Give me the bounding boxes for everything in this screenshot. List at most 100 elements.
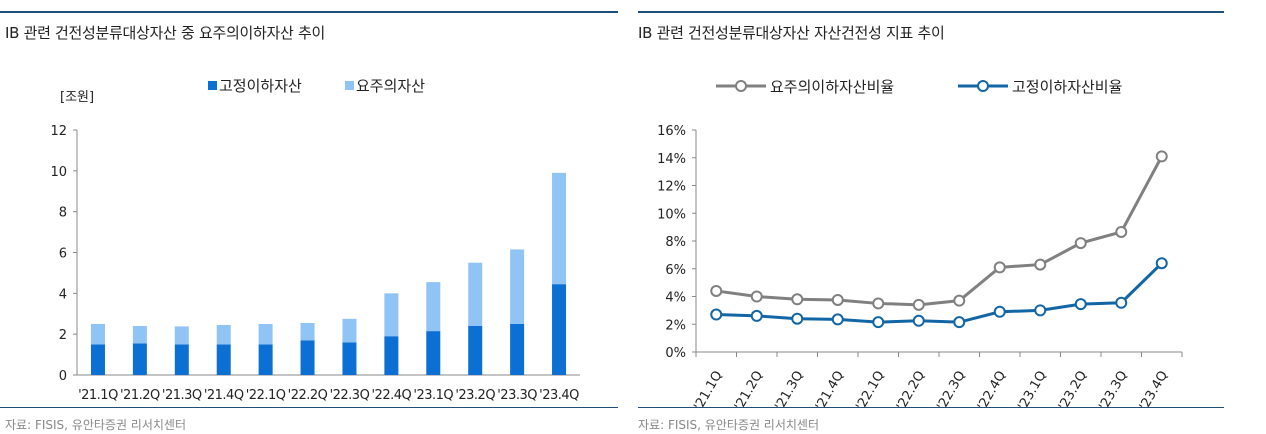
right-chart-source: 자료: FISIS, 유안타증권 리서치센터 — [638, 418, 819, 432]
bar-segment — [174, 344, 189, 375]
x-tick-label: '21.1Q — [78, 388, 118, 403]
left-chart-source: 자료: FISIS, 유안타증권 리서치센터 — [5, 418, 186, 432]
bar-segment — [174, 326, 189, 345]
legend-label: 고정이하자산비율 — [1012, 78, 1122, 96]
data-point — [953, 316, 966, 329]
y-tick-label: 12% — [657, 180, 686, 195]
bar-segment — [258, 344, 273, 375]
bar-segment — [552, 284, 567, 375]
x-tick-label: '21.4Q — [813, 369, 847, 414]
legend-label: 요주의이하자산비율 — [770, 78, 894, 96]
x-tick-label: '21.4Q — [204, 388, 244, 403]
right-chart-title: IB 관련 건전성분류대상자산 자산건전성 지표 추이 — [638, 24, 945, 42]
data-point — [710, 308, 723, 321]
data-point — [872, 316, 885, 329]
x-tick-label: '22.4Q — [975, 369, 1009, 414]
bar-segment — [342, 342, 357, 375]
y-tick-label: 6 — [59, 247, 67, 262]
bar-segment — [552, 172, 567, 285]
x-tick-label: '23.1Q — [1015, 369, 1049, 414]
bar-segment — [510, 249, 525, 324]
x-tick-label: '21.1Q — [691, 369, 725, 414]
y-tick-label: 10 — [50, 165, 67, 180]
data-point — [1034, 258, 1047, 271]
bar-segment — [426, 331, 441, 375]
y-tick-label: 8% — [665, 235, 686, 250]
bar-segment — [468, 326, 483, 375]
x-tick-label: '23.4Q — [1137, 369, 1171, 414]
x-tick-label: '23.4Q — [539, 388, 579, 403]
legend-swatch — [345, 81, 354, 90]
data-point — [750, 309, 763, 322]
bar-segment — [90, 323, 105, 345]
x-tick-label: '23.2Q — [1056, 369, 1090, 414]
data-point — [993, 305, 1006, 318]
y-tick-label: 12 — [50, 124, 67, 139]
data-point — [1074, 237, 1087, 250]
left-chart-title: IB 관련 건전성분류대상자산 중 요주의이하자산 추이 — [5, 24, 325, 42]
right-chart-panel: IB 관련 건전성분류대상자산 자산건전성 지표 추이 자료: FISIS, 유… — [638, 0, 1266, 434]
bar-segment — [426, 282, 441, 332]
x-tick-label: '21.2Q — [120, 388, 160, 403]
bar-segment — [132, 343, 147, 375]
data-point — [831, 293, 844, 306]
bar-segment — [90, 344, 105, 375]
x-tick-label: '23.2Q — [455, 388, 495, 403]
y-tick-label: 4% — [665, 291, 686, 306]
top-rule — [0, 11, 618, 13]
x-tick-label: '22.1Q — [246, 388, 286, 403]
legend-swatch — [208, 81, 217, 90]
y-tick-label: 10% — [657, 207, 686, 222]
y-tick-label: 6% — [665, 263, 686, 278]
y-tick-label: 0% — [665, 346, 686, 361]
bar-segment — [216, 324, 231, 345]
bar-segment — [342, 318, 357, 343]
data-point — [1115, 225, 1128, 238]
data-point — [831, 313, 844, 326]
bar-segment — [384, 336, 399, 375]
y-tick-label: 0 — [59, 369, 67, 384]
legend-marker — [977, 80, 989, 92]
legend-marker — [735, 80, 747, 92]
x-tick-label: '23.3Q — [1096, 369, 1130, 414]
x-tick-label: '21.3Q — [162, 388, 202, 403]
data-point — [1155, 257, 1168, 270]
x-tick-label: '23.3Q — [497, 388, 537, 403]
data-point — [710, 284, 723, 297]
data-point — [1115, 296, 1128, 309]
x-tick-label: '22.2Q — [894, 369, 928, 414]
x-tick-label: '22.4Q — [371, 388, 411, 403]
bar-segment — [132, 326, 147, 344]
bar-segment — [258, 323, 273, 345]
data-point — [912, 298, 925, 311]
data-point — [1074, 298, 1087, 311]
series-line — [716, 262, 1163, 324]
bar-segment — [468, 262, 483, 326]
data-point — [872, 297, 885, 310]
y-tick-label: 8 — [59, 206, 67, 221]
bottom-rule — [0, 407, 618, 408]
bar-segment — [384, 293, 399, 337]
x-tick-label: '22.3Q — [330, 388, 370, 403]
bar-segment — [510, 323, 525, 375]
x-tick-label: '22.2Q — [288, 388, 328, 403]
x-tick-label: '22.3Q — [934, 369, 968, 414]
y-tick-label: 4 — [59, 287, 67, 302]
y-tick-label: 14% — [657, 152, 686, 167]
x-tick-label: '23.1Q — [413, 388, 453, 403]
series-line — [716, 155, 1164, 307]
data-point — [953, 294, 966, 307]
legend-label: 고정이하자산 — [219, 77, 302, 95]
data-point — [750, 290, 763, 303]
y-tick-label: 16% — [657, 124, 686, 139]
data-point — [1155, 150, 1168, 163]
data-point — [993, 261, 1006, 274]
y-tick-label: 2 — [59, 328, 67, 343]
data-point — [791, 293, 804, 306]
data-point — [912, 314, 925, 327]
bar-segment — [216, 344, 231, 375]
bar-segment — [300, 322, 315, 341]
x-tick-label: '22.1Q — [853, 369, 887, 414]
x-tick-label: '21.3Q — [772, 369, 806, 414]
